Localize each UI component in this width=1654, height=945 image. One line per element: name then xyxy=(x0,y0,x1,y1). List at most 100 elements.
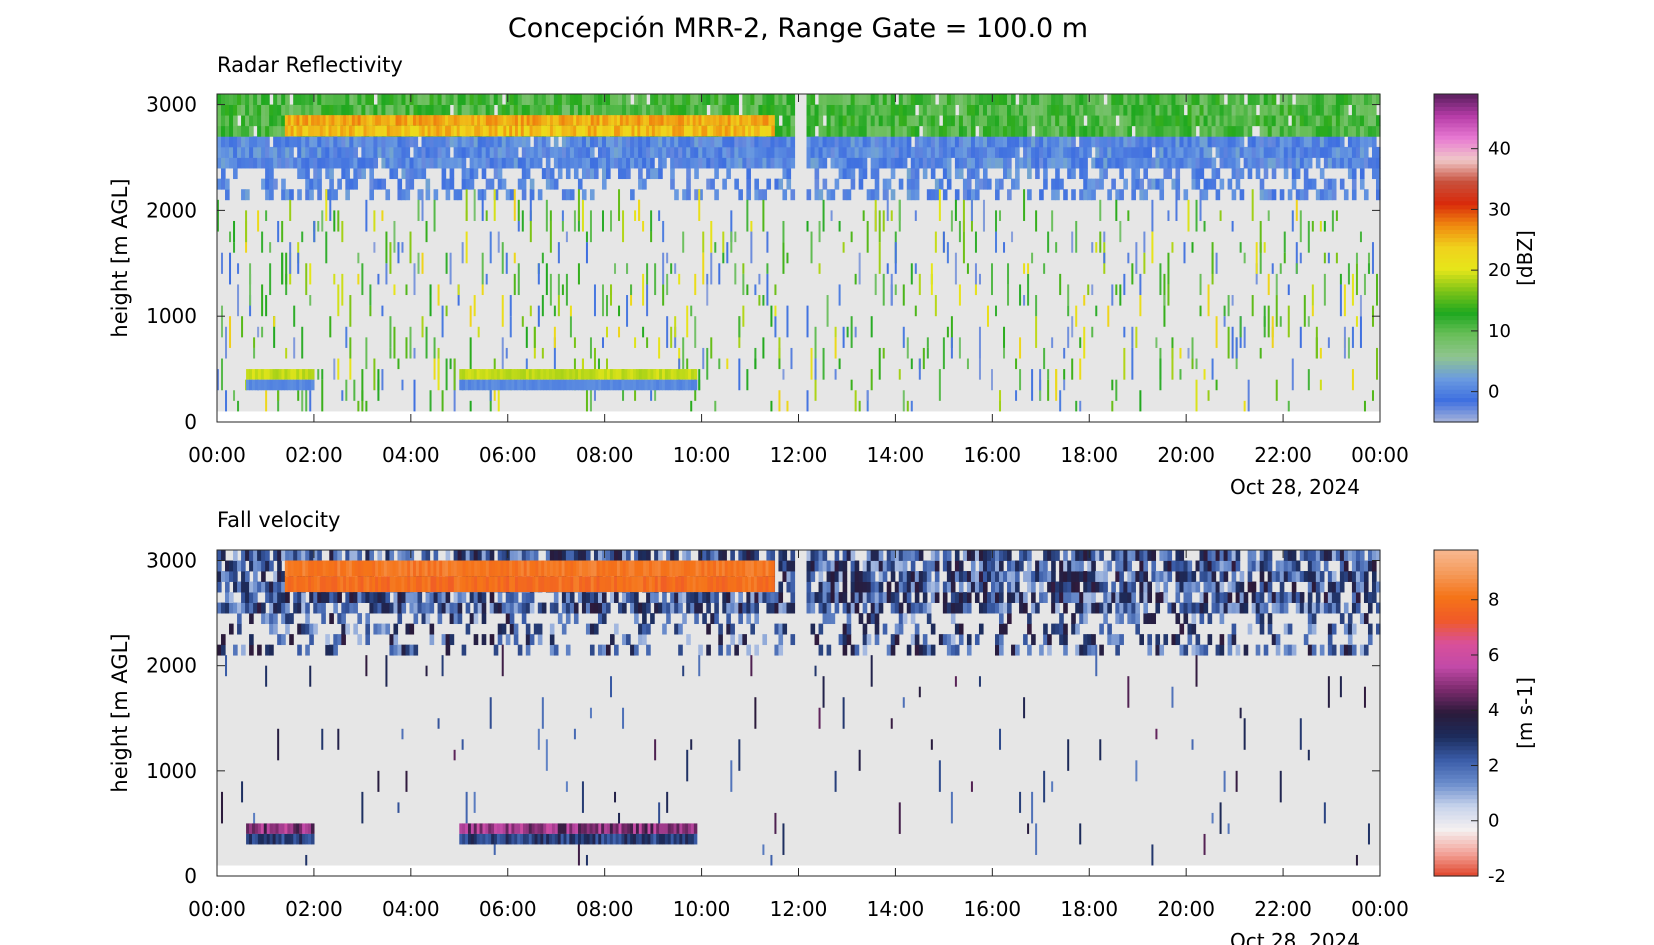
heatmap-cell xyxy=(285,157,290,169)
heatmap-cell xyxy=(810,571,816,582)
heatmap-cell xyxy=(1247,104,1253,116)
heatmap-cell xyxy=(642,623,647,635)
heatmap-cell xyxy=(481,168,487,180)
heatmap-cell xyxy=(497,178,503,190)
heatmap-cell xyxy=(758,94,764,105)
heatmap-cell xyxy=(874,613,880,625)
heatmap-cell xyxy=(489,146,495,158)
heatmap-cell xyxy=(614,157,619,169)
colorbar-tick-label: 20 xyxy=(1488,260,1511,281)
heatmap-cell xyxy=(818,592,824,603)
feature-cell xyxy=(669,125,673,137)
heatmap-cell xyxy=(345,168,350,180)
feature-cell xyxy=(491,115,496,126)
heatmap-cell xyxy=(758,146,764,158)
heatmap-cell xyxy=(914,592,920,603)
heatmap-cell xyxy=(610,104,615,116)
heatmap-cell xyxy=(217,146,222,158)
heatmap-cell xyxy=(774,136,780,148)
heatmap-cell xyxy=(341,168,346,180)
heatmap-cell xyxy=(1323,273,1326,306)
colorbar-segment xyxy=(1434,241,1478,247)
heatmap-cell xyxy=(545,146,551,158)
heatmap-cell xyxy=(325,231,328,264)
heatmap-cell xyxy=(950,644,956,656)
heatmap-cell xyxy=(1011,644,1016,656)
heatmap-cell xyxy=(589,157,595,169)
heatmap-cell xyxy=(682,157,687,169)
heatmap-cell xyxy=(1363,94,1369,105)
heatmap-cell xyxy=(722,550,727,561)
feature-cell xyxy=(299,369,303,380)
heatmap-cell xyxy=(1279,115,1285,127)
heatmap-cell xyxy=(237,400,240,412)
feature-cell xyxy=(494,115,499,126)
colorbar-segment xyxy=(1434,323,1478,329)
heatmap-cell xyxy=(553,602,559,614)
heatmap-cell xyxy=(1183,157,1189,169)
heatmap-cell xyxy=(257,326,260,338)
heatmap-cell xyxy=(245,125,250,137)
heatmap-cell xyxy=(237,263,240,274)
heatmap-cell xyxy=(421,146,427,158)
heatmap-cell xyxy=(217,136,222,148)
heatmap-cell xyxy=(281,115,286,127)
heatmap-cell xyxy=(285,146,290,158)
heatmap-cell xyxy=(838,157,844,169)
heatmap-cell xyxy=(469,104,475,116)
feature-cell xyxy=(316,115,321,126)
heatmap-cell xyxy=(1279,146,1285,158)
heatmap-cell xyxy=(1375,115,1381,127)
heatmap-cell xyxy=(1139,390,1142,412)
heatmap-cell xyxy=(710,592,715,603)
heatmap-cell xyxy=(626,295,629,327)
heatmap-cell xyxy=(778,157,784,169)
heatmap-cell xyxy=(894,242,897,274)
heatmap-cell xyxy=(261,136,266,148)
heatmap-cell xyxy=(1003,550,1008,561)
heatmap-cell xyxy=(830,581,836,593)
heatmap-cell xyxy=(670,602,675,614)
heatmap-cell xyxy=(890,560,896,572)
heatmap-cell xyxy=(706,94,711,105)
heatmap-cell xyxy=(826,571,832,582)
heatmap-cell xyxy=(429,390,432,412)
heatmap-cell xyxy=(642,136,647,148)
heatmap-cell xyxy=(682,337,685,370)
heatmap-cell xyxy=(638,168,643,180)
heatmap-cell xyxy=(525,168,531,180)
heatmap-cell xyxy=(978,571,984,582)
heatmap-cell xyxy=(381,104,387,116)
heatmap-cell xyxy=(1335,210,1338,221)
heatmap-cell xyxy=(285,623,290,635)
heatmap-cell xyxy=(229,115,234,127)
heatmap-cell xyxy=(850,125,856,137)
heatmap-cell xyxy=(573,157,579,169)
heatmap-cell xyxy=(305,94,310,105)
heatmap-cell xyxy=(1231,146,1237,158)
heatmap-cell xyxy=(946,104,952,116)
feature-cell xyxy=(421,115,426,126)
heatmap-cell xyxy=(509,295,512,317)
heatmap-cell xyxy=(1035,571,1040,582)
heatmap-cell xyxy=(593,104,599,116)
feature-cell xyxy=(572,379,576,391)
heatmap-cell xyxy=(714,146,719,158)
heatmap-cell xyxy=(646,550,651,561)
heatmap-cell xyxy=(1167,210,1170,221)
heatmap-cell xyxy=(870,94,876,105)
heatmap-cell xyxy=(537,623,543,635)
heatmap-cell xyxy=(694,157,699,169)
heatmap-cell xyxy=(1099,157,1104,169)
feature-cell xyxy=(386,125,391,137)
heatmap-cell xyxy=(1191,242,1194,253)
feature-cell xyxy=(589,369,594,380)
heatmap-cell xyxy=(1007,263,1010,285)
heatmap-cell xyxy=(866,592,872,603)
heatmap-cell xyxy=(754,104,759,116)
heatmap-cell xyxy=(537,263,540,285)
heatmap-cell xyxy=(1027,263,1030,274)
heatmap-cell xyxy=(1231,104,1237,116)
feature-cell xyxy=(474,125,478,137)
heatmap-cell xyxy=(349,337,352,359)
